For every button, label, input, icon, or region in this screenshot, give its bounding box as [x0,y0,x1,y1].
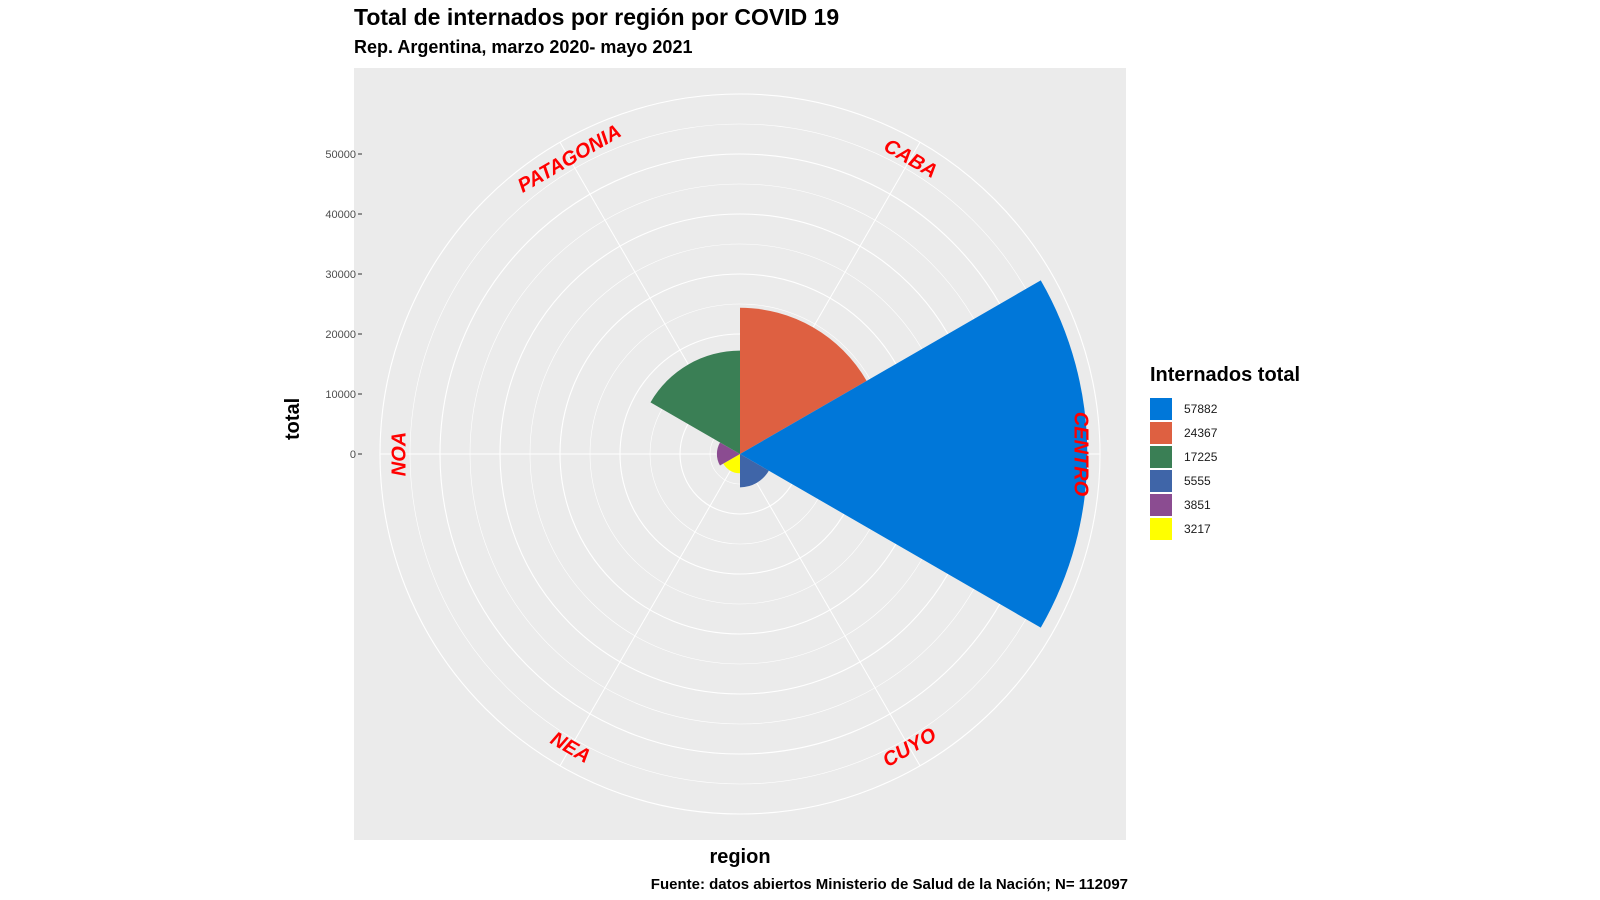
y-tick-label: 0 [350,449,356,461]
y-axis-ticks: 0 10000 20000 30000 40000 50000 [325,149,362,461]
x-axis-label: region [709,846,771,868]
y-tick-label: 50000 [325,149,356,161]
chart-subtitle: Rep. Argentina, marzo 2020- mayo 2021 [354,37,693,57]
chart-title: Total de internados por región por COVID… [354,4,840,30]
y-tick-label: 40000 [325,209,356,221]
legend-swatch [1150,446,1172,468]
bar-nea [723,454,740,474]
legend-label: 5555 [1184,474,1211,488]
legend-swatch [1150,422,1172,444]
legend-item: 3217 [1150,517,1300,541]
y-tick-label: 30000 [325,269,356,281]
angular-gridline [559,453,741,767]
legend-label: 17225 [1184,450,1218,464]
legend-title: Internados total [1150,364,1301,386]
legend-item: 5555 [1150,469,1300,493]
bar-centro [740,280,1088,628]
legend-swatch [1150,518,1172,540]
legend-item: 17225 [1150,445,1300,469]
legend-swatch [1150,398,1172,420]
legend-swatch [1150,494,1172,516]
y-axis-label: total [282,397,304,440]
legend: Internados total 57882 24367 17225 5555 3851… [1150,364,1300,541]
legend-item: 24367 [1150,421,1300,445]
angular-gridline [739,453,921,767]
y-tick-label: 10000 [325,389,356,401]
legend-swatch [1150,470,1172,492]
bar-cuyo [740,454,769,488]
bar-noa [716,442,740,466]
legend-label: 57882 [1184,402,1218,416]
legend-label: 3851 [1184,498,1211,512]
legend-label: 3217 [1184,522,1211,536]
y-tick-label: 20000 [325,329,356,341]
legend-item: 3851 [1150,493,1300,517]
bar-caba [740,307,867,454]
category-label-noa: NOA [388,432,410,476]
category-label-centro: CENTRO [1070,412,1092,497]
legend-item: 57882 [1150,397,1300,421]
legend-items: 57882 24367 17225 5555 3851 3217 [1150,397,1300,541]
legend-label: 24367 [1184,426,1218,440]
chart-caption: Fuente: datos abiertos Ministerio de Sal… [650,876,1128,893]
bars [650,280,1088,628]
bar-patagonia [650,350,740,454]
